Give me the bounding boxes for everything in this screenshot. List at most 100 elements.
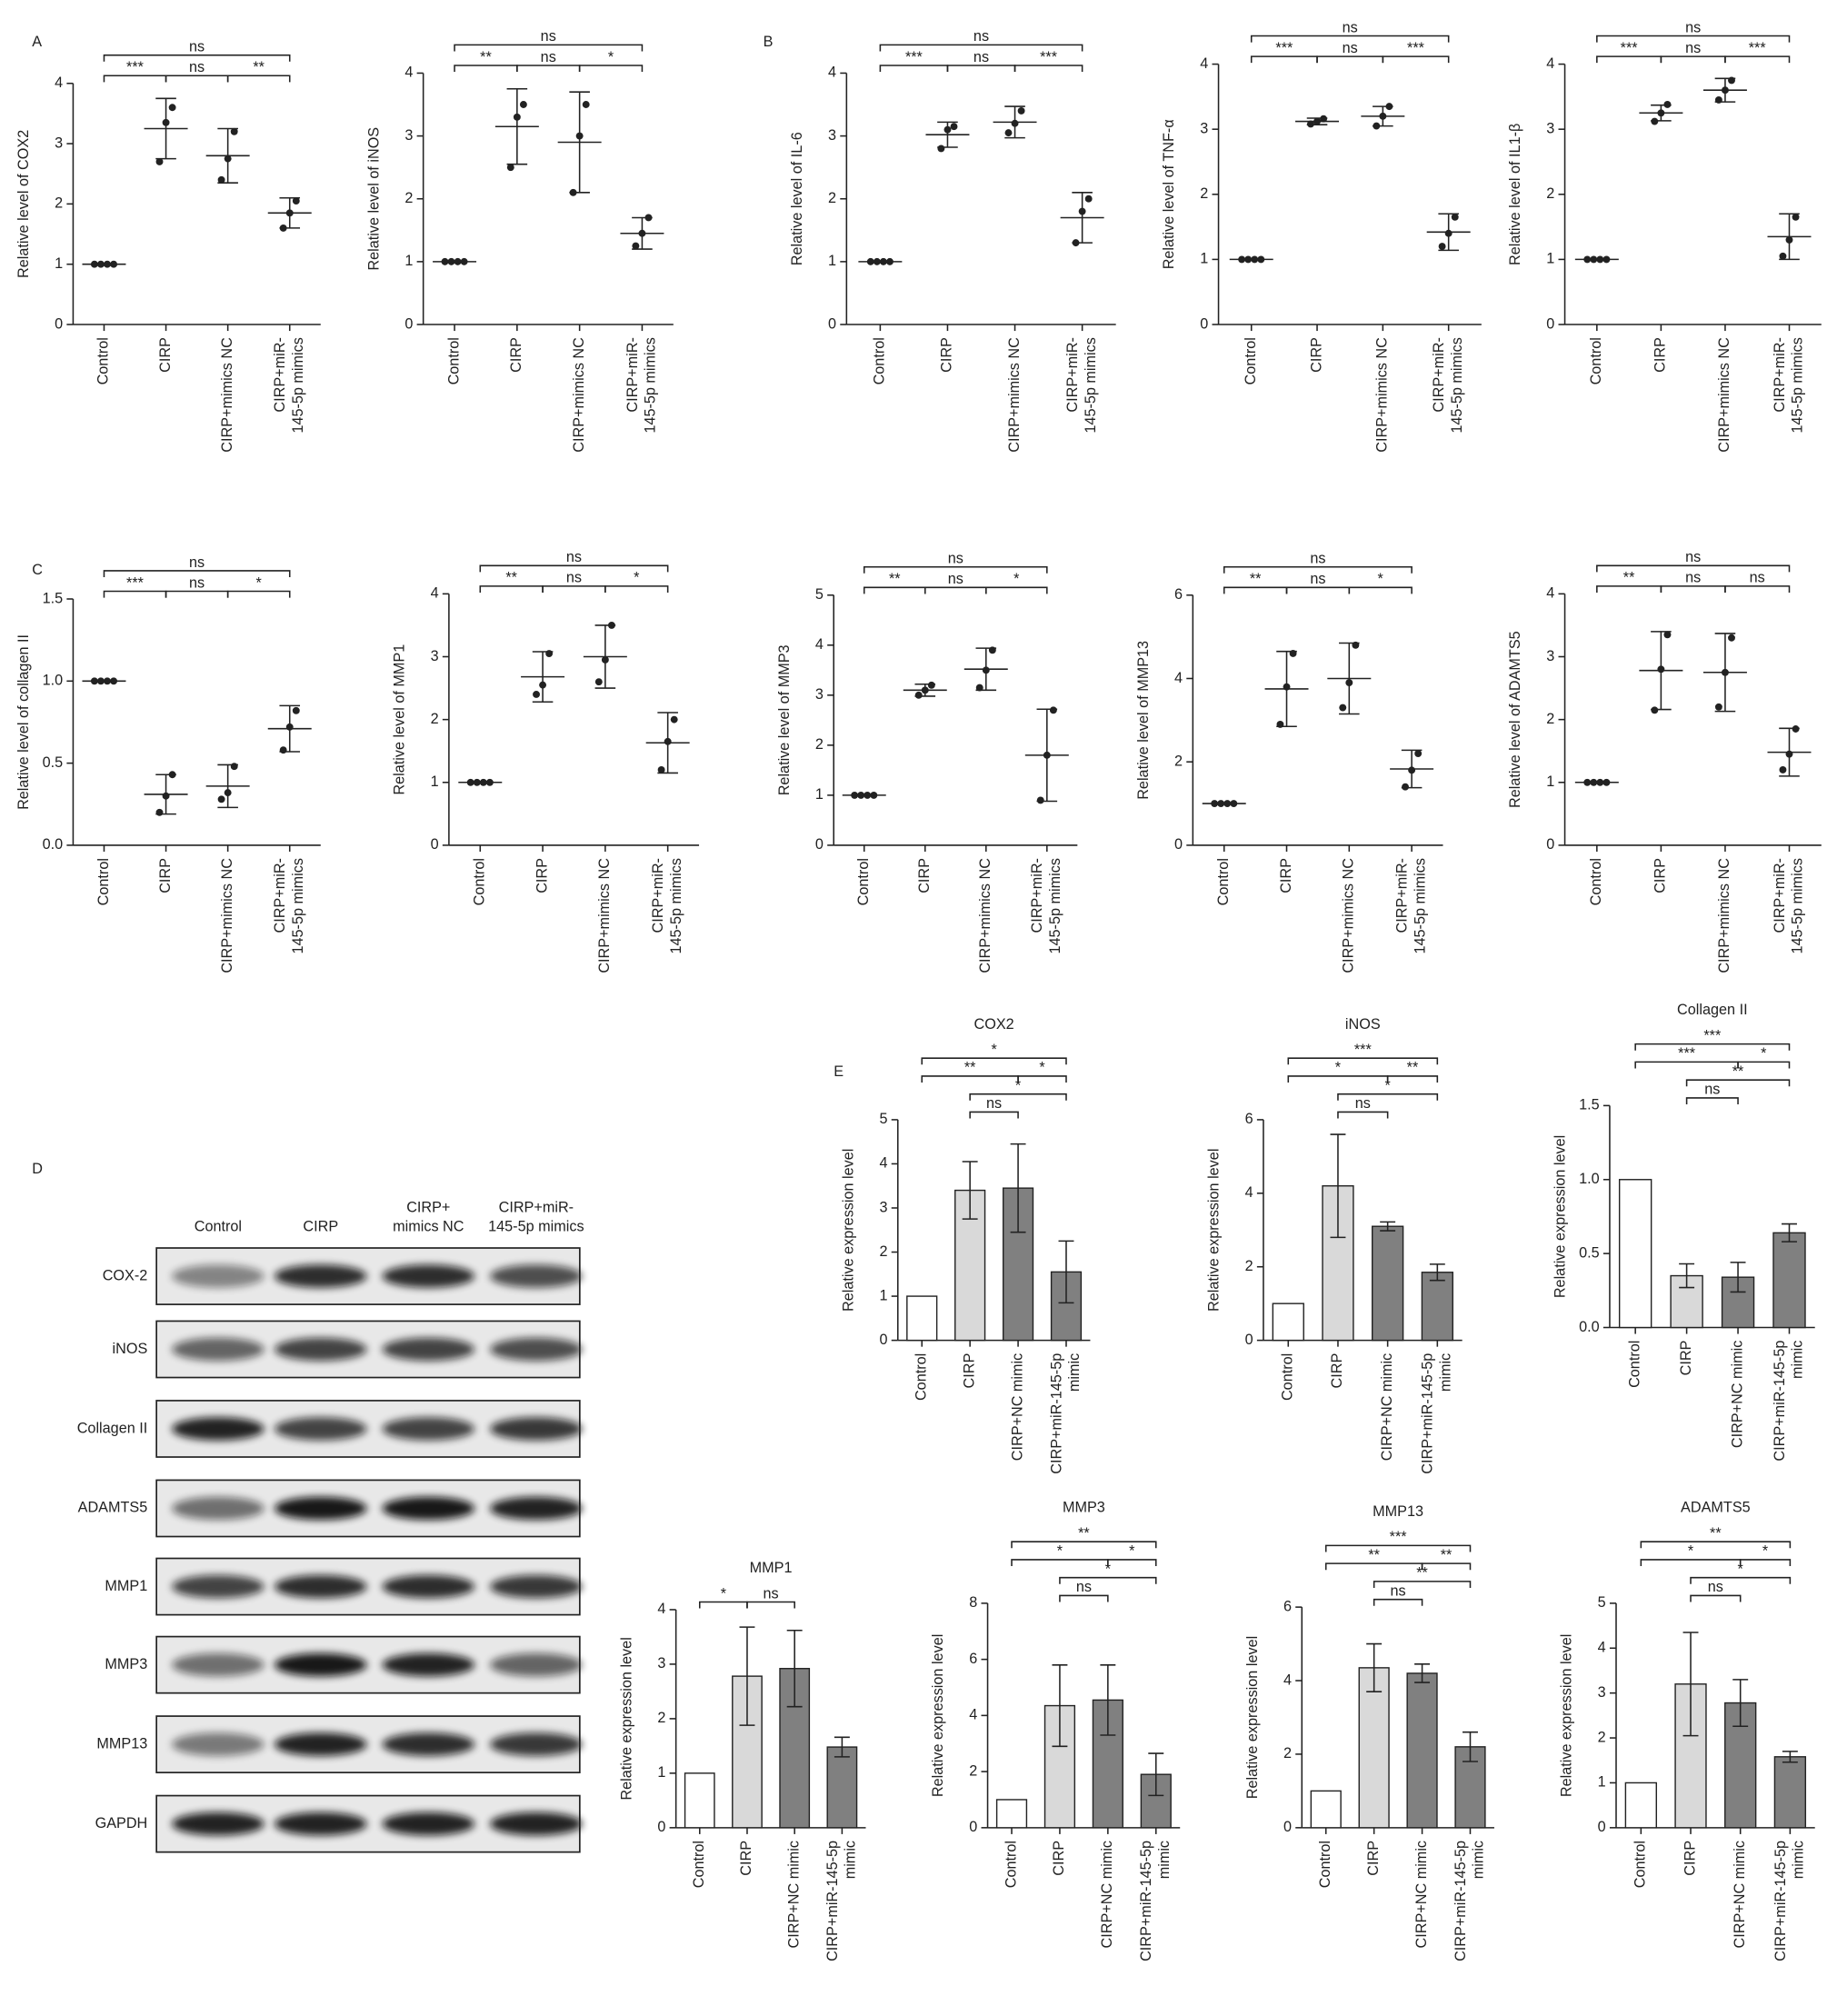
y-tick-label: 2	[1283, 1745, 1292, 1762]
x-tick-label: CIRP	[916, 858, 933, 893]
x-tick-label: CIRP+mimics NC	[1341, 858, 1357, 973]
data-point	[937, 145, 945, 153]
error-bar	[914, 683, 936, 697]
significance-label: **	[964, 1060, 976, 1076]
y-tick-label: 4	[1245, 1184, 1253, 1201]
significance-bracket	[1287, 1057, 1439, 1065]
significance-label: **	[253, 59, 265, 75]
significance-label: **	[1078, 1525, 1090, 1542]
x-tick-label: CIRP	[157, 858, 174, 893]
blot-row-label: iNOS	[113, 1341, 148, 1357]
y-tick-label: 3	[1546, 120, 1554, 136]
significance-label: *	[1762, 1543, 1769, 1560]
x-tick-label: Control	[855, 858, 872, 905]
panel-label: C	[32, 562, 43, 578]
y-tick-label: 6	[969, 1651, 977, 1667]
significance-label: *	[1761, 1045, 1767, 1062]
bar	[684, 1772, 715, 1829]
significance-bracket	[103, 75, 167, 83]
y-tick-label: 2	[431, 711, 439, 727]
error-bar	[594, 624, 616, 689]
x-tick-label: CIRP+miR-	[272, 337, 288, 412]
blot-row-label: GAPDH	[95, 1815, 148, 1831]
y-tick-label: 2	[879, 1243, 887, 1260]
x-tick-label: CIRP+miR-145-5p	[1772, 1341, 1788, 1462]
x-tick-label: Control	[95, 337, 112, 384]
blot-band	[490, 1417, 583, 1441]
data-point	[230, 127, 238, 135]
chart-title: MMP1	[750, 1560, 793, 1576]
significance-label: *	[1738, 1561, 1744, 1577]
error-bar	[532, 651, 554, 704]
error-bar	[1058, 1240, 1074, 1304]
x-tick-label: 145-5p mimics	[1412, 858, 1428, 953]
significance-bracket	[1421, 1562, 1472, 1571]
data-point	[594, 678, 603, 686]
x-tick-label: CIRP+mimics NC	[1716, 337, 1732, 453]
panel-label: D	[32, 1161, 43, 1177]
x-tick-label: CIRP+miR-	[650, 858, 666, 933]
blot-band	[382, 1732, 475, 1756]
blot-band	[274, 1337, 367, 1362]
significance-label: ***	[1407, 40, 1425, 56]
significance-label: *	[1057, 1543, 1063, 1560]
significance-bracket	[1737, 1061, 1791, 1069]
x-tick-label: Control	[1280, 1353, 1296, 1401]
blot-band	[172, 1337, 265, 1362]
y-tick-label: 0.5	[1579, 1244, 1600, 1261]
error-bar	[1782, 1223, 1797, 1243]
x-tick-label: CIRP+miR-	[1394, 858, 1411, 933]
significance-bracket	[1634, 1043, 1791, 1051]
significance-bracket	[1324, 1544, 1472, 1552]
significance-label: ns	[566, 570, 582, 586]
bar	[1618, 1179, 1652, 1329]
significance-bracket	[1690, 1594, 1742, 1602]
blot-band	[274, 1811, 367, 1836]
x-tick-label: 145-5p mimics	[1449, 337, 1465, 433]
error-bar	[1036, 708, 1058, 803]
error-bar	[1330, 1133, 1346, 1239]
y-axis-label: Relative level of MMP13	[1135, 641, 1152, 800]
x-tick-label: CIRP+NC mimic	[1379, 1353, 1395, 1461]
x-tick-label: CIRP+miR-145-5p	[1420, 1353, 1436, 1474]
significance-label: *	[1688, 1543, 1694, 1560]
y-tick-label: 0	[657, 1819, 665, 1835]
y-tick-label: 1.0	[1579, 1171, 1600, 1187]
significance-bracket	[985, 586, 1048, 594]
blot-band	[382, 1337, 475, 1362]
significance-bracket	[479, 564, 669, 573]
significance-bracket	[103, 590, 167, 598]
blot-band	[172, 1264, 265, 1288]
significance-label: ns	[948, 551, 963, 567]
significance-label: *	[1039, 1060, 1045, 1076]
significance-bracket	[1285, 586, 1351, 594]
significance-bracket	[1223, 565, 1413, 574]
significance-label: *	[1013, 571, 1020, 587]
x-tick-label: CIRP+NC mimic	[1009, 1353, 1025, 1461]
y-axis-label: Relative expression level	[1206, 1149, 1223, 1312]
error-bar	[1004, 105, 1025, 139]
y-tick-label: 3	[55, 135, 63, 151]
significance-label: *	[1129, 1543, 1135, 1560]
significance-label: ***	[126, 574, 145, 591]
blot-band	[274, 1574, 367, 1599]
significance-label: ns	[1391, 1582, 1406, 1599]
x-tick-label: CIRP+NC mimic	[1732, 1841, 1748, 1949]
y-axis-label: Relative level of IL-6	[789, 132, 805, 265]
significance-bracket	[1596, 585, 1662, 593]
blot-row-label: Collagen II	[77, 1420, 148, 1436]
data-point	[950, 123, 958, 131]
error-bar	[1380, 1221, 1396, 1232]
bar	[1310, 1790, 1342, 1829]
data-point	[533, 691, 540, 698]
significance-label: ns	[1685, 19, 1701, 35]
panel-label: E	[834, 1063, 844, 1080]
x-tick-label: mimic	[1791, 1841, 1807, 1879]
significance-label: **	[1441, 1547, 1453, 1563]
significance-bracket	[1660, 55, 1726, 64]
data-point	[582, 101, 590, 108]
significance-label: ns	[986, 1095, 1002, 1112]
y-tick-label: 0	[431, 836, 439, 853]
x-tick-label: mimic	[1471, 1841, 1487, 1879]
y-tick-label: 4	[657, 1601, 665, 1617]
